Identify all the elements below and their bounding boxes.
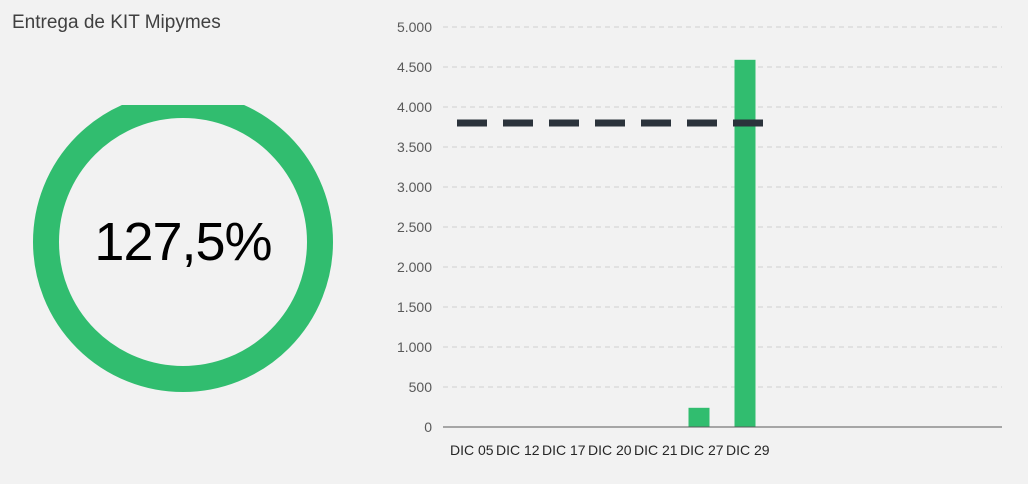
y-tick-label: 3.500 xyxy=(397,139,432,155)
kpi-donut xyxy=(33,105,333,392)
grid-lines xyxy=(443,26,1002,388)
x-category-label: DIC 20 xyxy=(588,442,632,458)
y-tick-label: 2.500 xyxy=(397,219,432,235)
x-axis-categories: DIC 05 DIC 12 DIC 17 DIC 20 DIC 21 DIC 27 DIC … xyxy=(450,442,770,458)
x-category-label: DIC 29 xyxy=(726,442,770,458)
x-category-label: DIC 27 xyxy=(680,442,724,458)
y-tick-label: 2.000 xyxy=(397,259,432,275)
y-axis-ticks: 0 500 1.000 1.500 2.000 2.500 3.000 3.500 4.000 4… xyxy=(397,19,432,435)
y-tick-label: 4.500 xyxy=(397,59,432,75)
kpi-ring xyxy=(33,105,333,392)
kpi-value: 127,5% xyxy=(94,212,272,272)
y-tick-label: 0 xyxy=(424,419,432,435)
bar xyxy=(688,407,710,427)
y-tick-label: 5.000 xyxy=(397,19,432,35)
chart-title: Entrega de KIT Mipymes xyxy=(12,12,221,33)
y-tick-label: 4.000 xyxy=(397,99,432,115)
y-tick-label: 1.000 xyxy=(397,339,432,355)
x-category-label: DIC 05 xyxy=(450,442,494,458)
x-category-label: DIC 21 xyxy=(634,442,678,458)
x-category-label: DIC 12 xyxy=(496,442,540,458)
y-tick-label: 3.000 xyxy=(397,179,432,195)
y-tick-label: 1.500 xyxy=(397,299,432,315)
bars xyxy=(688,59,756,428)
x-category-label: DIC 17 xyxy=(542,442,586,458)
bar xyxy=(734,59,756,428)
bar-chart: 0 500 1.000 1.500 2.000 2.500 3.000 3.500 4.000 4… xyxy=(397,19,1002,458)
y-tick-label: 500 xyxy=(409,379,433,395)
